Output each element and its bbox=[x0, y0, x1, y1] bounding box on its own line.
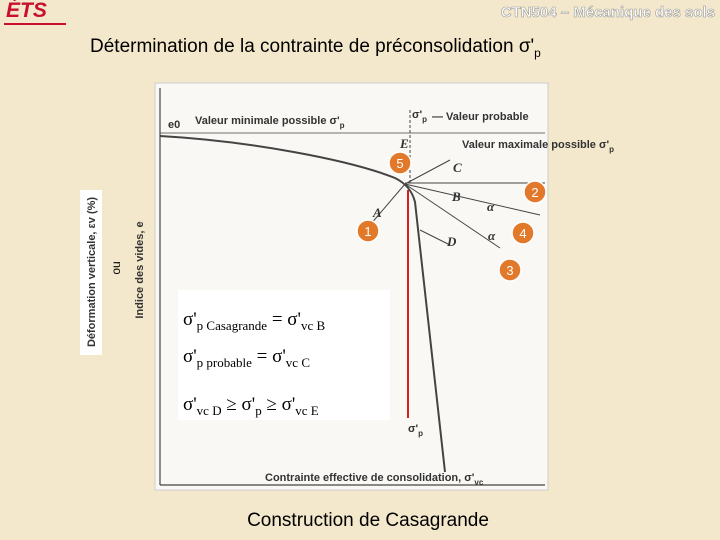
marker-circle bbox=[523, 180, 547, 204]
equation: σ'vc D ≥ σ'p ≥ σ'vc E bbox=[183, 394, 319, 418]
logo: ÉTS bbox=[6, 0, 47, 22]
min-sub: p bbox=[340, 121, 345, 130]
max-label: Valeur maximale possible σ'p bbox=[462, 139, 614, 154]
equation-text: σ' bbox=[183, 309, 197, 330]
marker-label: 5 bbox=[396, 156, 403, 171]
equation-text: = σ' bbox=[267, 309, 301, 330]
min-text: Valeur minimale possible σ' bbox=[195, 115, 340, 127]
marker-label: 4 bbox=[519, 226, 526, 241]
equation-text: σ' bbox=[183, 346, 197, 367]
course-title: CTN504 – Mécanique des sols bbox=[501, 4, 715, 21]
equation-text: ≥ σ' bbox=[262, 394, 296, 415]
y-label-strain: Déformation verticale, εv (%) bbox=[86, 197, 98, 347]
probable-label: — Valeur probable bbox=[432, 111, 529, 123]
marker-circle bbox=[388, 151, 412, 175]
equation-sub: vc D bbox=[197, 403, 222, 418]
tangent bbox=[404, 183, 541, 216]
marker-circle bbox=[356, 219, 380, 243]
equation: σ'p Casagrande = σ'vc B bbox=[183, 309, 325, 333]
equation-sub: vc B bbox=[301, 318, 326, 333]
y-or: ou bbox=[109, 261, 123, 274]
y-label-void: Indice des vides, e bbox=[134, 221, 146, 318]
max-text: Valeur maximale possible σ' bbox=[462, 139, 609, 151]
alpha-label: α bbox=[487, 199, 495, 214]
marker-label: 3 bbox=[506, 263, 513, 278]
x-label: Contrainte effective de consolidation, σ… bbox=[265, 472, 484, 487]
title-sub: p bbox=[534, 46, 541, 60]
markers: 5 2 1 4 3 bbox=[356, 151, 547, 282]
curve bbox=[159, 135, 446, 473]
equation-sub: vc E bbox=[295, 403, 319, 418]
min-label: Valeur minimale possible σ'p bbox=[195, 115, 345, 130]
bisector bbox=[404, 183, 501, 249]
x-sub: vc bbox=[474, 478, 483, 487]
figure-frame bbox=[154, 82, 549, 491]
equation-sub: p Casagrande bbox=[197, 318, 268, 333]
marker-circle bbox=[511, 221, 535, 245]
equation: σ'p probable = σ'vc C bbox=[183, 346, 310, 370]
alpha-label: α bbox=[488, 228, 496, 243]
marker-label: 1 bbox=[364, 224, 371, 239]
construction bbox=[159, 88, 545, 486]
equation-sub: vc C bbox=[286, 355, 310, 370]
equation-sub: p bbox=[255, 403, 262, 418]
line-c bbox=[404, 159, 451, 185]
point-label: C bbox=[453, 160, 462, 175]
strain-label-box bbox=[80, 190, 102, 355]
equation-text: = σ' bbox=[252, 346, 286, 367]
point-label: D bbox=[446, 234, 457, 249]
bottom-sub: p bbox=[418, 429, 423, 438]
line-d bbox=[419, 229, 451, 246]
equations: σ'p Casagrande = σ'vc Bσ'p probable = σ'… bbox=[183, 309, 325, 418]
max-sub: p bbox=[609, 145, 614, 154]
equation-text: ≥ σ' bbox=[222, 394, 256, 415]
point-label: A bbox=[372, 205, 382, 220]
probable-sigma: σ'p bbox=[412, 109, 427, 124]
slide-title: Détermination de la contrainte de précon… bbox=[90, 36, 541, 60]
equation-box bbox=[178, 290, 390, 420]
e0-label: e0 bbox=[168, 119, 180, 131]
probable-sub: p bbox=[422, 115, 427, 124]
bottom-sigma: σ'p bbox=[408, 423, 423, 438]
equation-sub: p probable bbox=[197, 355, 252, 370]
caption: Construction de Casagrande bbox=[247, 510, 489, 531]
marker-circle bbox=[498, 258, 522, 282]
line-a bbox=[369, 183, 406, 226]
point-label: B bbox=[451, 189, 461, 204]
x-label-text: Contrainte effective de consolidation, σ… bbox=[265, 472, 475, 484]
bottom-sigma-text: σ' bbox=[408, 423, 419, 435]
marker-label: 2 bbox=[531, 185, 538, 200]
point-label: E bbox=[399, 136, 409, 151]
probable-sigma-text: σ' bbox=[412, 109, 423, 121]
equation-text: σ' bbox=[183, 394, 197, 415]
title-text: Détermination de la contrainte de précon… bbox=[90, 36, 534, 57]
